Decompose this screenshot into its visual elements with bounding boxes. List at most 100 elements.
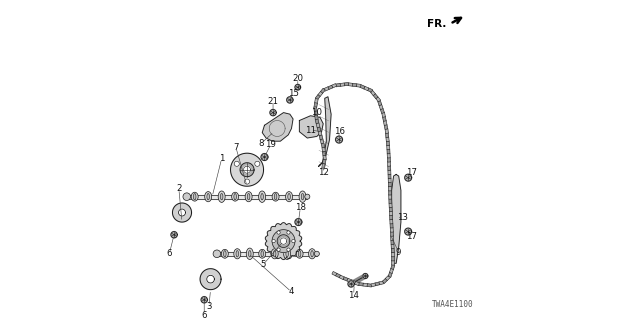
Ellipse shape	[218, 191, 225, 202]
FancyBboxPatch shape	[315, 99, 318, 104]
Polygon shape	[300, 116, 323, 138]
Circle shape	[234, 161, 239, 166]
FancyBboxPatch shape	[322, 164, 325, 168]
Text: 17: 17	[406, 168, 417, 177]
FancyBboxPatch shape	[391, 264, 395, 269]
Text: 17: 17	[406, 232, 417, 241]
FancyBboxPatch shape	[387, 145, 390, 150]
FancyBboxPatch shape	[348, 83, 353, 86]
Ellipse shape	[221, 249, 228, 258]
FancyBboxPatch shape	[340, 83, 344, 86]
FancyBboxPatch shape	[359, 283, 364, 286]
Circle shape	[292, 239, 295, 243]
Polygon shape	[277, 235, 290, 247]
FancyBboxPatch shape	[323, 151, 326, 156]
Polygon shape	[217, 252, 317, 256]
FancyBboxPatch shape	[371, 283, 376, 287]
Ellipse shape	[248, 251, 251, 257]
FancyBboxPatch shape	[388, 186, 392, 191]
Polygon shape	[261, 154, 268, 161]
FancyBboxPatch shape	[318, 92, 323, 97]
Ellipse shape	[296, 249, 303, 258]
Text: 1: 1	[219, 154, 225, 163]
Polygon shape	[230, 153, 264, 186]
FancyBboxPatch shape	[388, 174, 391, 179]
Ellipse shape	[191, 192, 198, 201]
Polygon shape	[187, 195, 307, 199]
Circle shape	[183, 193, 191, 201]
FancyBboxPatch shape	[356, 84, 361, 87]
Ellipse shape	[301, 194, 304, 200]
Text: 20: 20	[292, 74, 303, 83]
FancyBboxPatch shape	[388, 182, 391, 187]
Text: 7: 7	[233, 143, 239, 152]
Polygon shape	[262, 113, 293, 141]
FancyBboxPatch shape	[382, 278, 387, 284]
Polygon shape	[201, 297, 207, 303]
Circle shape	[277, 231, 280, 234]
FancyBboxPatch shape	[323, 159, 326, 164]
FancyBboxPatch shape	[373, 93, 378, 99]
FancyBboxPatch shape	[376, 97, 381, 102]
Text: 2: 2	[176, 184, 182, 193]
Ellipse shape	[234, 249, 241, 259]
Polygon shape	[179, 209, 186, 216]
FancyBboxPatch shape	[391, 240, 394, 244]
Polygon shape	[335, 136, 342, 143]
FancyBboxPatch shape	[375, 282, 380, 286]
Polygon shape	[200, 269, 221, 290]
Text: 19: 19	[266, 140, 276, 149]
Ellipse shape	[286, 251, 289, 257]
Polygon shape	[363, 274, 368, 278]
FancyBboxPatch shape	[385, 133, 388, 138]
FancyBboxPatch shape	[314, 107, 317, 112]
Ellipse shape	[311, 251, 314, 257]
FancyBboxPatch shape	[336, 84, 340, 87]
FancyBboxPatch shape	[323, 155, 326, 160]
Text: 21: 21	[268, 97, 278, 106]
FancyBboxPatch shape	[392, 256, 394, 261]
Polygon shape	[319, 97, 331, 166]
FancyBboxPatch shape	[387, 153, 390, 158]
Polygon shape	[404, 228, 412, 235]
Text: TWA4E1100: TWA4E1100	[432, 300, 474, 309]
FancyBboxPatch shape	[385, 276, 390, 280]
FancyBboxPatch shape	[314, 111, 317, 116]
Circle shape	[277, 248, 280, 251]
FancyBboxPatch shape	[364, 86, 369, 91]
FancyBboxPatch shape	[318, 131, 322, 136]
Circle shape	[314, 251, 319, 256]
FancyBboxPatch shape	[390, 236, 394, 240]
Text: 16: 16	[333, 127, 344, 136]
Polygon shape	[404, 174, 412, 181]
FancyBboxPatch shape	[380, 108, 385, 113]
Text: 6: 6	[202, 310, 207, 319]
Text: FR.: FR.	[427, 19, 446, 29]
FancyBboxPatch shape	[390, 215, 393, 220]
FancyBboxPatch shape	[328, 85, 333, 90]
FancyBboxPatch shape	[355, 282, 360, 286]
FancyBboxPatch shape	[321, 143, 325, 148]
FancyBboxPatch shape	[315, 119, 319, 124]
FancyBboxPatch shape	[381, 112, 385, 117]
FancyBboxPatch shape	[388, 195, 392, 199]
Text: 9: 9	[396, 248, 401, 257]
FancyBboxPatch shape	[387, 157, 390, 162]
FancyBboxPatch shape	[315, 115, 318, 120]
Polygon shape	[270, 109, 276, 116]
Text: 15: 15	[287, 89, 298, 98]
Ellipse shape	[247, 194, 250, 200]
FancyBboxPatch shape	[378, 100, 381, 106]
Ellipse shape	[246, 248, 253, 260]
FancyBboxPatch shape	[321, 88, 325, 93]
Text: 11: 11	[305, 125, 316, 135]
Text: 3: 3	[206, 302, 212, 311]
FancyBboxPatch shape	[385, 129, 388, 133]
FancyBboxPatch shape	[363, 283, 368, 286]
FancyBboxPatch shape	[389, 207, 392, 212]
Ellipse shape	[259, 191, 266, 202]
FancyBboxPatch shape	[367, 284, 372, 287]
Ellipse shape	[245, 192, 252, 202]
FancyBboxPatch shape	[387, 141, 390, 146]
FancyBboxPatch shape	[387, 149, 390, 154]
